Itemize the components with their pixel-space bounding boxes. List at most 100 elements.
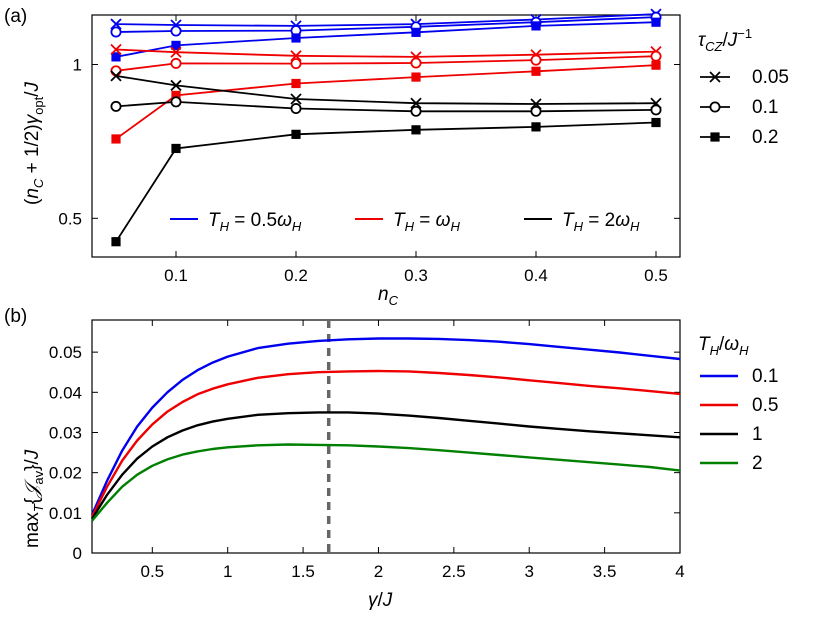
- data-point: [170, 96, 182, 108]
- x-tick-label: 2.5: [442, 562, 466, 581]
- marker-legend-symbol: [709, 101, 721, 113]
- data-point: [651, 117, 661, 128]
- data-point: [531, 122, 541, 132]
- y-tick-label: 0.03: [49, 423, 82, 442]
- data-point: [291, 129, 301, 139]
- legend-label-th-0.5: TH = 0.5ωH: [208, 210, 302, 234]
- panel-b-y-ticks: 0 0.01 0.02 0.03 0.04 0.05: [49, 343, 680, 563]
- x-tick-label: 0.5: [140, 562, 164, 581]
- data-point: [651, 60, 661, 70]
- marker-legend-symbol: [710, 132, 720, 142]
- panel-a-axes-frame: [91, 14, 681, 258]
- x-tick-label: 1.5: [291, 562, 315, 581]
- panel-b-legend: TH/ωH 0.1 0.5 1 2: [698, 334, 778, 474]
- y-tick-label: 0.02: [49, 464, 82, 483]
- panel-b: (b) 0.5 1 1.5 2 2.5 3 3.5 4 0 0.01 0.02 0.03 0.04 0.…: [4, 306, 778, 611]
- data-point: [170, 25, 182, 37]
- panel-a-series: [110, 8, 662, 247]
- panel-a-marker-legend: τCZ/J−1 0.05 0.1 0.2: [698, 26, 789, 148]
- series-line-0.5: [90, 369, 681, 518]
- legend-label-th-1: TH = ωH: [393, 210, 460, 234]
- data-point: [290, 93, 302, 105]
- y-tick-label: 0.05: [49, 343, 82, 362]
- data-point: [171, 40, 181, 50]
- data-point: [171, 90, 181, 101]
- data-point: [170, 46, 182, 58]
- marker-legend-symbol: [709, 71, 721, 83]
- data-point: [170, 79, 182, 92]
- data-point: [291, 78, 301, 89]
- series-line-4: [115, 55, 657, 72]
- marker-legend-label: 0.05: [752, 67, 789, 88]
- data-point: [111, 237, 121, 247]
- x-tick-label: 3.5: [593, 562, 617, 581]
- x-tick-label: 1: [223, 562, 232, 581]
- x-tick-label: 2: [374, 562, 383, 581]
- y-tick-label: 0.01: [49, 504, 82, 523]
- data-point: [110, 65, 122, 77]
- series-line-0: [115, 13, 657, 27]
- series-line-3: [115, 48, 657, 58]
- data-point: [531, 21, 541, 31]
- y-tick-label: 0: [73, 544, 82, 563]
- y-tick-label: 0.5: [58, 209, 82, 228]
- panel-b-x-axis-label: γ/J: [368, 590, 393, 611]
- panel-a-y-ticks: 0.51: [58, 56, 680, 228]
- data-point: [411, 125, 421, 135]
- panel-b-label: (b): [4, 306, 27, 327]
- data-point: [170, 57, 182, 69]
- x-tick-label: 0.2: [284, 266, 308, 285]
- data-point: [111, 52, 121, 62]
- series-line-1: [90, 411, 681, 520]
- data-point: [110, 26, 122, 38]
- x-tick-label: 0.5: [644, 266, 668, 285]
- series-line-2: [91, 443, 681, 522]
- data-point: [530, 105, 542, 117]
- panel-a-color-legend: TH = 0.5ωH TH = ωH TH = 2ωH: [170, 210, 640, 234]
- y-tick-label: 0.04: [49, 383, 82, 402]
- x-tick-label: 0.3: [404, 266, 428, 285]
- x-tick-label: 3: [524, 562, 533, 581]
- data-point: [650, 50, 662, 62]
- data-point: [411, 72, 421, 82]
- data-point: [110, 43, 122, 56]
- marker-legend-title: τCZ/J−1: [698, 26, 752, 54]
- x-tick-label: 0.1: [164, 266, 188, 285]
- panel-a-label: (a): [4, 6, 27, 27]
- data-point: [290, 103, 302, 115]
- data-point: [111, 134, 121, 144]
- legend-label-0.1: 0.1: [752, 366, 778, 387]
- data-point: [651, 17, 661, 27]
- y-tick-label: 1: [73, 56, 82, 75]
- data-point: [410, 97, 422, 109]
- data-point: [650, 104, 662, 116]
- series-line-0.1: [90, 337, 681, 516]
- data-point: [290, 58, 302, 70]
- panel-b-legend-title: TH/ωH: [698, 334, 749, 358]
- data-point: [411, 27, 421, 37]
- data-point: [530, 54, 542, 66]
- data-point: [290, 50, 302, 62]
- series-line-6: [115, 75, 657, 105]
- legend-label-1: 1: [752, 424, 763, 445]
- legend-label-2: 2: [752, 453, 763, 474]
- data-point: [410, 105, 422, 117]
- data-point: [110, 18, 122, 30]
- x-tick-label: 0.4: [524, 266, 548, 285]
- data-point: [531, 66, 541, 76]
- data-point: [110, 70, 122, 82]
- legend-label-th-2: TH = 2ωH: [562, 210, 640, 234]
- panel-a-x-axis-label: nC: [378, 284, 399, 308]
- series-line-7: [115, 100, 657, 113]
- panel-b-y-axis-label: maxT{𝒥av}/J: [22, 449, 46, 548]
- panel-b-axes-frame: [91, 319, 681, 554]
- marker-legend-label: 0.2: [752, 127, 778, 148]
- marker-legend-label: 0.1: [752, 97, 778, 118]
- data-point: [291, 33, 301, 43]
- data-point: [171, 143, 181, 154]
- series-line-8: [115, 121, 657, 243]
- panel-a-y-axis-label: (nC + 1/2)γopt/J: [22, 81, 46, 205]
- x-tick-label: 4: [675, 562, 684, 581]
- panel-b-series: [90, 337, 681, 522]
